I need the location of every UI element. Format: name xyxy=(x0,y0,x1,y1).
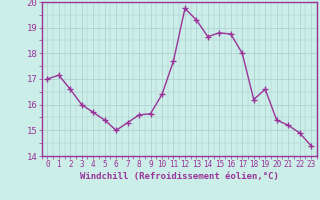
X-axis label: Windchill (Refroidissement éolien,°C): Windchill (Refroidissement éolien,°C) xyxy=(80,172,279,181)
